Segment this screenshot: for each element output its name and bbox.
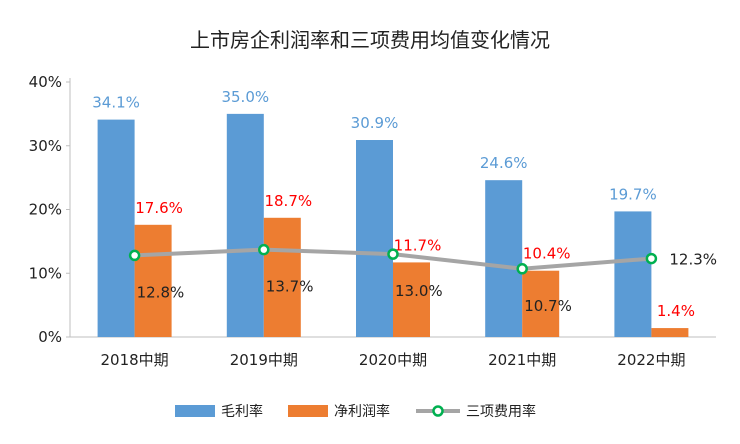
x-tick-label: 2019中期 — [230, 351, 298, 369]
data-label: 10.7% — [524, 297, 572, 315]
line-marker — [387, 248, 399, 260]
data-label: 30.9% — [351, 114, 399, 132]
bar-net-margin — [522, 270, 560, 337]
data-label: 1.4% — [657, 302, 695, 320]
x-tick-label: 2018中期 — [101, 351, 169, 369]
x-tick-label: 2020中期 — [359, 351, 427, 369]
data-label: 13.0% — [395, 282, 443, 300]
legend-swatch — [175, 405, 215, 417]
line-marker — [128, 249, 141, 262]
y-tick-label: 30% — [29, 137, 62, 155]
line-marker — [516, 263, 528, 275]
line-marker — [645, 252, 658, 265]
y-tick-label: 10% — [29, 264, 62, 282]
chart-title: 上市房企利润率和三项费用均值变化情况 — [190, 28, 550, 52]
legend-label: 净利润率 — [334, 403, 390, 420]
data-label: 24.6% — [480, 154, 528, 172]
line-marker — [258, 243, 270, 256]
data-label: 34.1% — [92, 94, 140, 112]
legend-swatch — [288, 405, 328, 417]
data-label: 19.7% — [609, 185, 657, 203]
bar-net-margin — [134, 224, 172, 337]
data-label: 12.3% — [669, 251, 717, 269]
bar-gross-margin — [614, 211, 652, 337]
bar-gross-margin — [226, 113, 264, 337]
x-tick-label: 2022中期 — [617, 351, 685, 369]
legend-label: 三项费用率 — [466, 403, 536, 420]
data-label: 18.7% — [264, 192, 312, 210]
data-label: 13.7% — [266, 278, 314, 296]
legend-marker — [432, 405, 444, 417]
bar-gross-margin — [356, 140, 393, 337]
y-tick-label: 20% — [29, 201, 62, 219]
bar-net-margin — [651, 328, 689, 337]
x-tick-label: 2021中期 — [488, 351, 556, 369]
bar-gross-margin — [485, 180, 523, 337]
bar-gross-margin — [97, 119, 135, 337]
data-label: 17.6% — [135, 199, 183, 217]
legend-label: 毛利率 — [221, 403, 263, 420]
data-label: 10.4% — [523, 245, 571, 263]
data-label: 11.7% — [394, 236, 442, 254]
y-tick-label: 0% — [38, 328, 62, 346]
bar-net-margin — [393, 262, 430, 337]
data-label: 12.8% — [137, 283, 185, 301]
bar-net-margin — [263, 217, 301, 337]
data-label: 35.0% — [221, 88, 269, 106]
y-tick-label: 40% — [29, 73, 62, 91]
